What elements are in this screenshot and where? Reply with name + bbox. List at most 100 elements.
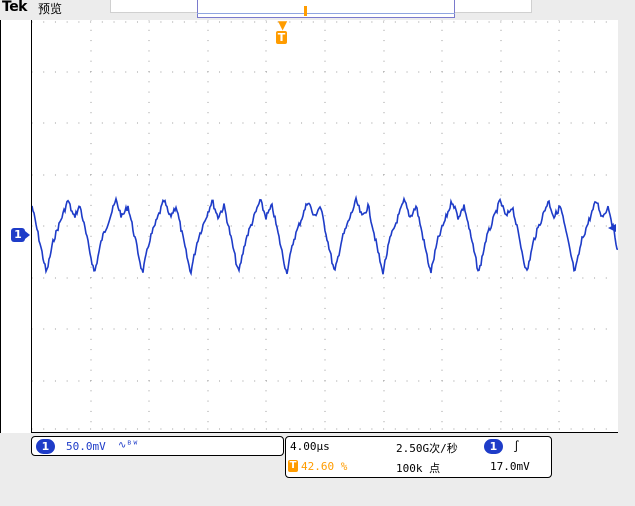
- grid-dot: [207, 428, 209, 430]
- grid-dot: [394, 71, 396, 73]
- grid-dot: [465, 225, 467, 227]
- grid-dot: [90, 400, 92, 402]
- grid-dot: [383, 246, 385, 248]
- grid-dot: [90, 19, 92, 21]
- grid-dot: [383, 287, 385, 289]
- grid-dot: [441, 40, 443, 42]
- grid-dot: [594, 328, 596, 330]
- grid-dot: [219, 328, 221, 330]
- grid-dot: [183, 21, 185, 23]
- grid-dot: [429, 380, 431, 382]
- grid-dot: [207, 328, 209, 330]
- grid-dot: [195, 428, 197, 430]
- grid-dot: [31, 380, 33, 382]
- grid-dot: [90, 328, 92, 330]
- grid-dot: [207, 50, 209, 52]
- trigger-position-marker[interactable]: T: [276, 31, 287, 44]
- grid-dot: [383, 50, 385, 52]
- grid-dot: [66, 428, 68, 430]
- grid-dot: [136, 122, 138, 124]
- grid-dot: [172, 174, 174, 176]
- grid-dot: [383, 143, 385, 145]
- grid-dot: [359, 328, 361, 330]
- grid-dot: [500, 153, 502, 155]
- grid-dot: [301, 122, 303, 124]
- grid-dot: [441, 369, 443, 371]
- grid-dot: [207, 256, 209, 258]
- grid-dot: [101, 71, 103, 73]
- grid-dot: [312, 277, 314, 279]
- grid-dot: [523, 225, 525, 227]
- timebase-readout-panel[interactable]: 4.00µs 2.50G次/秒 1 ∫ T 42.60 % 100k 点 17.…: [285, 436, 552, 478]
- grid-dot: [101, 277, 103, 279]
- grid-dot: [207, 297, 209, 299]
- grid-dot: [90, 421, 92, 423]
- grid-dot: [78, 174, 80, 176]
- grid-dot: [207, 71, 209, 73]
- grid-dot: [254, 328, 256, 330]
- grid-dot: [441, 91, 443, 93]
- record-view-bar[interactable]: [197, 0, 455, 18]
- grid-dot: [160, 21, 162, 23]
- grid-dot: [512, 122, 514, 124]
- graticule[interactable]: [31, 19, 619, 433]
- grid-dot: [265, 174, 267, 176]
- grid-dot: [172, 328, 174, 330]
- grid-dot: [31, 277, 33, 279]
- grid-dot: [406, 380, 408, 382]
- grid-dot: [488, 428, 490, 430]
- grid-dot: [383, 40, 385, 42]
- grid-dot: [90, 318, 92, 320]
- grid-dot: [500, 307, 502, 309]
- grid-dot: [406, 225, 408, 227]
- trigger-slope-icon: ∫: [513, 440, 520, 453]
- horizontal-scale: 4.00µs: [290, 440, 330, 453]
- grid-dot: [277, 380, 279, 382]
- grid-dot: [219, 21, 221, 23]
- grid-dot: [441, 307, 443, 309]
- grid-dot: [324, 338, 326, 340]
- grid-dot: [441, 19, 443, 21]
- grid-dot: [277, 122, 279, 124]
- grid-dot: [54, 21, 56, 23]
- grid-dot: [172, 225, 174, 227]
- grid-dot: [207, 163, 209, 165]
- grid-dot: [312, 380, 314, 382]
- channel-1-waveform: [31, 194, 619, 277]
- channel-scale: 50.0mV: [66, 440, 106, 453]
- channel-1-ground-marker[interactable]: 1: [11, 228, 25, 242]
- grid-dot: [43, 225, 45, 227]
- grid-dot: [336, 277, 338, 279]
- grid-dot: [125, 21, 127, 23]
- grid-dot: [31, 21, 33, 23]
- grid-dot: [441, 174, 443, 176]
- grid-dot: [558, 380, 560, 382]
- grid-dot: [429, 225, 431, 227]
- grid-dot: [54, 380, 56, 382]
- grid-dot: [324, 91, 326, 93]
- record-view-line: [197, 13, 455, 14]
- grid-dot: [324, 410, 326, 412]
- grid-dot: [558, 328, 560, 330]
- grid-dot: [148, 307, 150, 309]
- grid-dot: [254, 21, 256, 23]
- grid-dot: [500, 380, 502, 382]
- grid-dot: [500, 81, 502, 83]
- grid-dot: [605, 380, 607, 382]
- grid-dot: [207, 369, 209, 371]
- grid-dot: [160, 71, 162, 73]
- grid-dot: [324, 400, 326, 402]
- grid-dot: [429, 122, 431, 124]
- grid-dot: [359, 21, 361, 23]
- channel-readout-panel[interactable]: 1 50.0mV ∿ᴮᵂ: [31, 436, 284, 456]
- grid-dot: [594, 71, 596, 73]
- grid-dot: [523, 380, 525, 382]
- grid-dot: [523, 277, 525, 279]
- grid-dot: [582, 277, 584, 279]
- grid-dot: [383, 349, 385, 351]
- grid-dot: [324, 359, 326, 361]
- grid-dot: [500, 349, 502, 351]
- grid-dot: [289, 380, 291, 382]
- grid-dot: [547, 328, 549, 330]
- grid-dot: [500, 71, 502, 73]
